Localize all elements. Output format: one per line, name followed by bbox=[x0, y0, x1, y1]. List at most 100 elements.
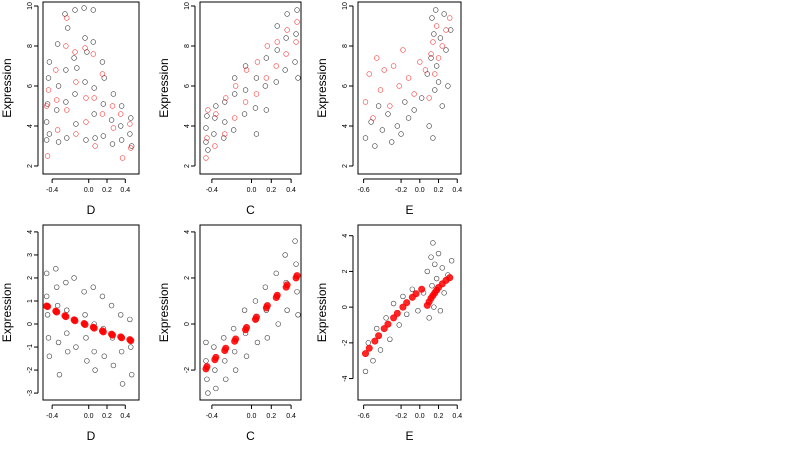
data-point bbox=[63, 43, 69, 49]
data-point bbox=[127, 316, 133, 323]
plot-frame bbox=[42, 1, 140, 175]
data-point bbox=[73, 131, 79, 137]
data-point bbox=[283, 35, 289, 41]
data-point bbox=[433, 7, 439, 13]
data-point bbox=[295, 312, 301, 318]
data-point bbox=[44, 153, 51, 159]
data-point bbox=[430, 135, 436, 141]
data-point bbox=[435, 79, 442, 85]
data-point bbox=[108, 117, 115, 123]
data-point bbox=[293, 39, 299, 45]
data-point bbox=[82, 35, 88, 41]
data-point bbox=[415, 308, 421, 314]
y-tick-label: 8 bbox=[184, 44, 191, 48]
data-point bbox=[253, 91, 260, 97]
data-point bbox=[428, 51, 434, 57]
data-point bbox=[441, 11, 447, 17]
data-point bbox=[231, 348, 238, 355]
fit-point bbox=[384, 320, 392, 328]
data-point bbox=[439, 103, 445, 109]
data-point bbox=[46, 131, 53, 137]
data-point bbox=[91, 85, 97, 91]
data-point bbox=[203, 339, 209, 346]
data-point bbox=[203, 139, 209, 145]
data-point bbox=[231, 115, 238, 121]
data-point bbox=[205, 107, 211, 113]
data-point bbox=[221, 335, 227, 341]
data-point bbox=[232, 367, 239, 373]
data-point bbox=[222, 131, 228, 137]
data-point bbox=[213, 385, 219, 392]
data-point bbox=[212, 115, 218, 121]
data-point bbox=[390, 300, 397, 307]
data-point bbox=[374, 55, 380, 61]
data-point bbox=[418, 95, 425, 101]
data-point bbox=[441, 290, 447, 296]
x-tick-label: 0.0 bbox=[84, 413, 94, 420]
data-point bbox=[84, 358, 90, 364]
data-point bbox=[293, 261, 299, 267]
data-point bbox=[43, 293, 50, 300]
fit-point bbox=[44, 303, 52, 311]
data-point bbox=[91, 348, 97, 355]
data-point bbox=[64, 330, 70, 336]
data-point bbox=[362, 99, 369, 105]
data-point bbox=[432, 87, 438, 93]
data-point bbox=[447, 15, 453, 21]
x-tick-label: 0.2 bbox=[102, 413, 112, 420]
data-point bbox=[63, 67, 69, 73]
x-tick-label: -0.6 bbox=[358, 413, 370, 420]
data-point bbox=[63, 99, 69, 105]
data-point bbox=[262, 284, 269, 290]
y-tick-label: 8 bbox=[342, 44, 349, 48]
data-point bbox=[282, 67, 288, 73]
data-point bbox=[284, 307, 290, 313]
data-point bbox=[73, 79, 79, 85]
data-point bbox=[46, 59, 53, 65]
data-point bbox=[389, 139, 395, 145]
data-point bbox=[90, 7, 96, 13]
data-point bbox=[230, 127, 237, 133]
fit-point bbox=[273, 291, 281, 299]
data-point bbox=[282, 252, 288, 258]
data-point bbox=[426, 315, 432, 321]
y-tick-label: 8 bbox=[27, 44, 34, 48]
data-point bbox=[55, 83, 62, 89]
data-point bbox=[422, 67, 429, 73]
data-point bbox=[212, 143, 218, 149]
data-point bbox=[222, 358, 228, 364]
data-point bbox=[56, 371, 63, 378]
fit-point bbox=[390, 314, 398, 322]
y-tick-label: 4 bbox=[27, 124, 34, 128]
y-tick-label: 2 bbox=[342, 164, 349, 168]
fit-point bbox=[81, 320, 89, 328]
data-point bbox=[72, 49, 78, 55]
data-point bbox=[435, 55, 442, 61]
data-point bbox=[372, 143, 378, 149]
data-point bbox=[110, 125, 117, 131]
data-point bbox=[222, 99, 228, 105]
y-tick-label: -1 bbox=[27, 344, 34, 350]
data-point bbox=[283, 51, 289, 57]
data-point bbox=[128, 115, 134, 121]
data-point bbox=[435, 250, 442, 257]
data-point bbox=[54, 284, 60, 290]
x-tick-label: 0.2 bbox=[266, 413, 276, 420]
x-axis-title: D bbox=[87, 203, 96, 217]
data-point bbox=[110, 362, 117, 369]
fit-point bbox=[365, 344, 373, 352]
y-tick-label: 10 bbox=[27, 2, 34, 10]
data-point bbox=[64, 107, 70, 113]
fit-point bbox=[232, 335, 240, 343]
fit-point bbox=[127, 337, 135, 345]
fit-point bbox=[371, 337, 379, 345]
data-point bbox=[411, 91, 417, 97]
y-tick-label: 2 bbox=[184, 276, 191, 280]
data-point bbox=[73, 121, 79, 127]
data-point bbox=[263, 55, 270, 61]
data-point bbox=[127, 121, 133, 127]
data-point bbox=[99, 71, 106, 77]
data-point bbox=[46, 353, 53, 359]
data-point bbox=[231, 91, 238, 97]
data-point bbox=[366, 71, 372, 77]
